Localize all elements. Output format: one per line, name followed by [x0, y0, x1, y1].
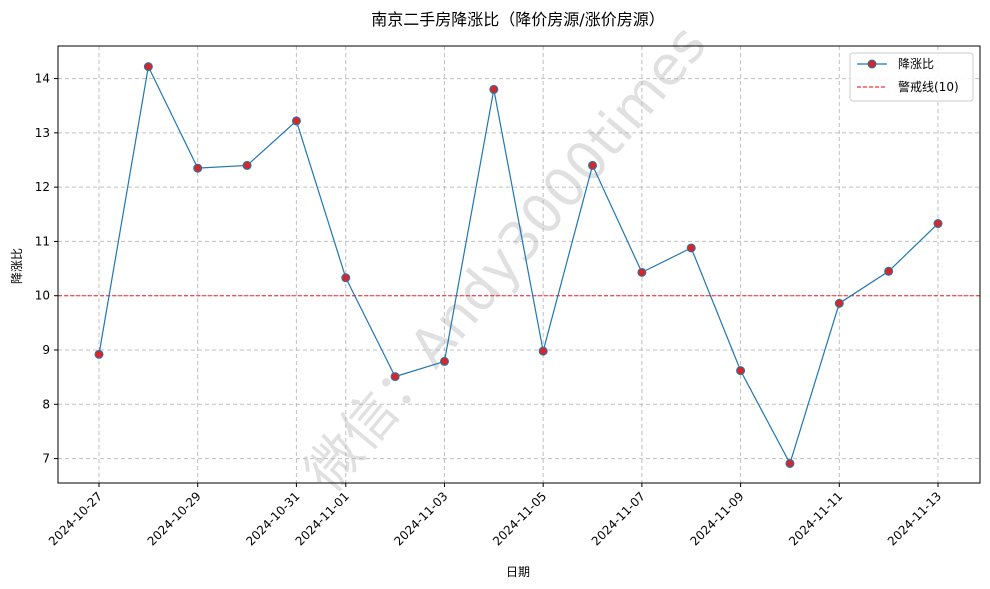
data-point	[489, 84, 499, 94]
x-tick-label: 2024-11-01	[293, 489, 352, 548]
legend-box	[849, 52, 974, 102]
series-line	[98, 64, 939, 466]
x-axis-label: 日期	[506, 565, 530, 579]
data-point	[588, 160, 598, 170]
y-axis-label: 降涨比	[9, 248, 24, 284]
y-tick-label: 10	[35, 289, 50, 303]
legend-series-marker	[867, 59, 877, 69]
x-tick-label: 2024-10-29	[145, 489, 204, 548]
legend: 降涨比 警戒线(10)	[849, 52, 974, 102]
y-tick-label: 8	[42, 397, 50, 411]
data-point	[884, 266, 894, 276]
watermark: 微信：Andy3000times	[293, 13, 719, 503]
legend-ref-label: 警戒线(10)	[898, 79, 959, 94]
x-tick-label: 2024-11-11	[786, 489, 845, 548]
data-point	[538, 346, 548, 356]
data-point	[94, 349, 104, 359]
data-point	[291, 116, 301, 126]
x-tick-label: 2024-11-09	[687, 489, 746, 548]
data-point	[736, 366, 746, 376]
series-layer	[94, 62, 943, 468]
data-point	[193, 163, 203, 173]
chart-title: 南京二手房降涨比（降价房源/涨价房源）	[371, 10, 664, 29]
y-tick-label: 12	[35, 180, 50, 194]
y-tick-label: 14	[35, 72, 50, 86]
data-point	[439, 356, 449, 366]
data-point	[637, 267, 647, 277]
plot-frame	[57, 45, 981, 484]
x-tick-label: 2024-11-07	[589, 489, 648, 548]
legend-series-label: 降涨比	[898, 56, 934, 71]
x-axis: 2024-10-27 2024-10-29 2024-10-312024-11-01…	[46, 483, 944, 548]
data-point	[242, 160, 252, 170]
data-point	[143, 62, 153, 72]
data-point	[834, 298, 844, 308]
y-tick-label: 7	[42, 452, 50, 466]
data-point	[686, 243, 696, 253]
y-tick-label: 9	[42, 343, 50, 357]
data-point	[933, 219, 943, 229]
y-tick-label: 13	[35, 126, 50, 140]
data-point	[341, 273, 351, 283]
x-tick-label: 2024-11-13	[885, 489, 944, 548]
y-axis: 7 8 9 10 11 12 13 14	[35, 72, 58, 466]
x-tick-label: 2024-11-03	[391, 489, 450, 548]
x-tick-label: 2024-11-05	[490, 489, 549, 548]
data-point	[390, 372, 400, 382]
y-tick-label: 11	[35, 234, 50, 248]
x-tick-label: 2024-10-27	[46, 489, 105, 548]
data-point	[785, 458, 795, 468]
